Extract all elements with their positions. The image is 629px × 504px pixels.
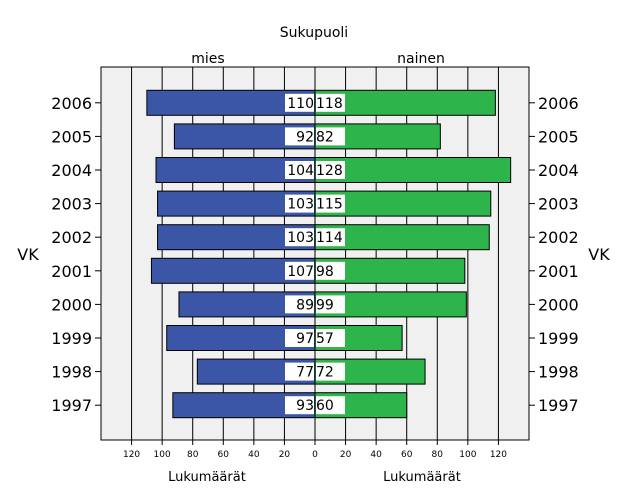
category-label-left: 1998 (51, 363, 92, 382)
category-label-right: 2003 (538, 195, 579, 214)
data-label-nainen: 57 (316, 331, 334, 347)
data-label-mies: 77 (296, 365, 314, 381)
series-label-mies: mies (191, 51, 224, 67)
x-tick-label: 80 (187, 450, 199, 460)
x-tick-label: 40 (248, 450, 260, 460)
x-tick-label: 20 (279, 450, 291, 460)
data-label-bg (316, 228, 345, 247)
x-tick-label: 100 (459, 450, 476, 460)
category-label-right: 2006 (538, 94, 579, 113)
data-label-bg (316, 362, 345, 381)
x-tick-label: 60 (401, 450, 413, 460)
x-tick-label: 80 (432, 450, 444, 460)
data-label-bg (285, 295, 314, 314)
category-label-right: 1998 (538, 363, 579, 382)
data-label-nainen: 72 (316, 365, 334, 381)
data-label-bg (285, 161, 314, 179)
value-axis-label-left: Lukumäärät (168, 470, 246, 485)
category-label-right: 2001 (538, 262, 579, 281)
data-label-bg (316, 194, 345, 213)
data-label-bg (316, 329, 345, 347)
data-label-bg (285, 362, 314, 381)
data-label-nainen: 128 (316, 163, 343, 179)
data-label-bg (285, 127, 314, 146)
data-label-mies: 104 (287, 163, 314, 179)
data-label-bg (285, 396, 314, 415)
category-label-right: 2000 (538, 295, 579, 314)
category-label-right: 2004 (538, 161, 579, 180)
data-label-bg (285, 93, 314, 112)
category-label-left: 1999 (51, 329, 92, 348)
category-label-right: 1999 (538, 329, 579, 348)
x-tick-label: 120 (123, 450, 140, 460)
data-label-nainen: 60 (316, 398, 334, 414)
data-label-mies: 107 (287, 264, 314, 280)
data-label-mies: 110 (287, 96, 314, 112)
x-tick-label: 0 (312, 450, 318, 460)
data-label-nainen: 118 (316, 96, 343, 112)
x-tick-label: 120 (490, 450, 507, 460)
category-label-left: 2001 (51, 262, 92, 281)
data-label-mies: 103 (287, 197, 314, 213)
data-label-mies: 92 (296, 129, 314, 145)
category-label-left: 2003 (51, 195, 92, 214)
category-label-left: 1997 (51, 396, 92, 415)
data-label-mies: 89 (296, 297, 314, 313)
value-axis-label-right: Lukumäärät (383, 470, 461, 485)
data-label-nainen: 115 (316, 197, 343, 213)
data-label-bg (316, 127, 345, 146)
plot-area: 120 120 100 100 80 80 60 60 40 40 20 20 0 110 118 2006 2… (51, 66, 579, 460)
series-label-nainen: nainen (397, 51, 445, 67)
category-label-left: 2002 (51, 228, 92, 247)
x-tick-label: 100 (154, 450, 171, 460)
category-label-right: 2002 (538, 228, 579, 247)
data-label-bg (316, 261, 345, 280)
data-label-nainen: 114 (316, 230, 343, 246)
data-label-bg (285, 261, 314, 280)
data-label-bg (316, 161, 345, 179)
data-label-nainen: 99 (316, 297, 334, 313)
category-label-right: 2005 (538, 127, 579, 146)
category-label-right: 1997 (538, 396, 579, 415)
category-axis-label-left: VK (17, 245, 39, 264)
x-tick-label: 40 (370, 450, 382, 460)
chart-title: Sukupuoli (280, 25, 348, 41)
data-label-bg (285, 329, 314, 347)
category-label-left: 2006 (51, 94, 92, 113)
category-label-left: 2005 (51, 127, 92, 146)
data-label-mies: 103 (287, 230, 314, 246)
data-label-mies: 93 (296, 398, 314, 414)
data-label-bg (316, 396, 345, 415)
category-label-left: 2004 (51, 161, 92, 180)
data-label-nainen: 82 (316, 129, 334, 145)
category-axis-label-right: VK (588, 245, 610, 264)
x-tick-label: 60 (218, 450, 230, 460)
x-tick-label: 20 (340, 450, 352, 460)
data-label-bg (285, 194, 314, 213)
data-label-bg (316, 295, 345, 314)
bar-nainen (314, 157, 512, 183)
data-label-nainen: 98 (316, 264, 334, 280)
data-label-bg (316, 93, 345, 112)
data-label-mies: 97 (296, 331, 314, 347)
data-label-bg (285, 228, 314, 247)
category-label-left: 2000 (51, 295, 92, 314)
